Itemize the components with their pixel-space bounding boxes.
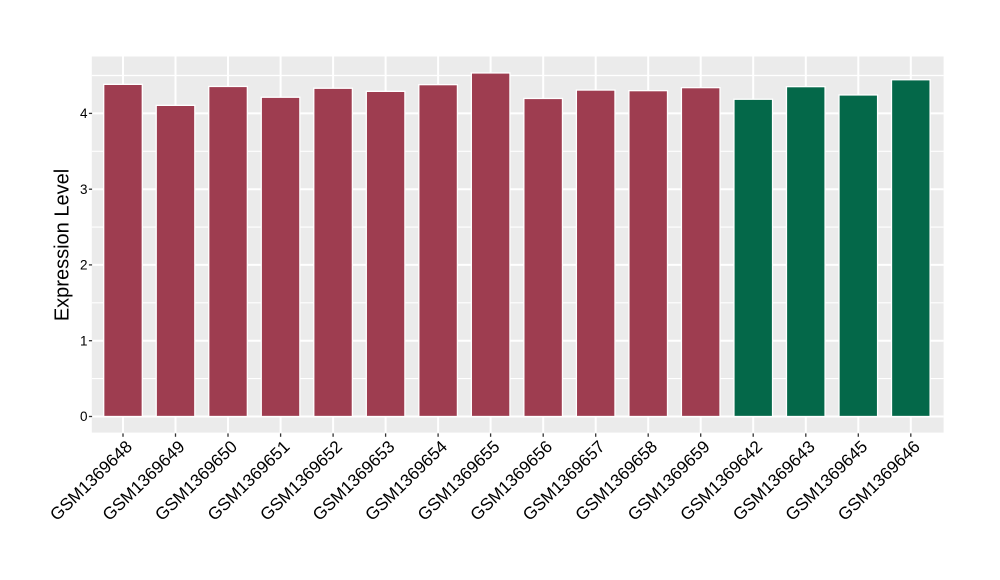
- svg-text:3: 3: [80, 182, 88, 197]
- svg-text:2: 2: [80, 258, 88, 273]
- svg-text:4: 4: [80, 106, 88, 121]
- svg-text:1: 1: [80, 333, 88, 348]
- svg-text:0: 0: [80, 409, 88, 424]
- svg-text:Expression Level: Expression Level: [52, 169, 74, 321]
